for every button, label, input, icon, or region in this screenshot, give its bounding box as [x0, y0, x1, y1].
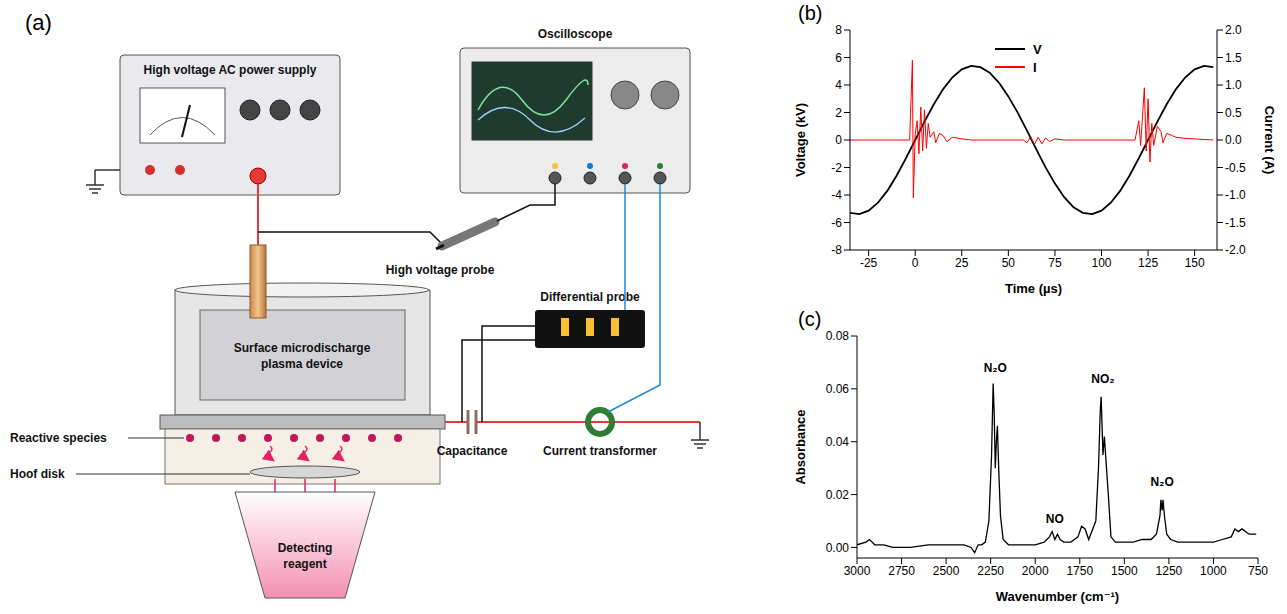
svg-text:0.04: 0.04	[826, 435, 850, 449]
svg-text:100: 100	[1091, 256, 1111, 270]
svg-text:0.08: 0.08	[826, 329, 850, 343]
svg-text:High voltage probe: High voltage probe	[386, 263, 495, 277]
svg-text:-6: -6	[831, 216, 842, 230]
svg-text:1.0: 1.0	[1225, 78, 1242, 92]
svg-text:1.5: 1.5	[1225, 51, 1242, 65]
svg-text:(a): (a)	[25, 10, 52, 35]
svg-text:0: 0	[835, 133, 842, 147]
svg-text:6: 6	[835, 51, 842, 65]
svg-text:-1.5: -1.5	[1225, 216, 1246, 230]
svg-text:1000: 1000	[1200, 564, 1227, 578]
svg-text:25: 25	[955, 256, 969, 270]
svg-text:0: 0	[912, 256, 919, 270]
html-text:(b): (b)	[798, 2, 823, 24]
svg-text:2000: 2000	[1022, 564, 1049, 578]
svg-text:-2: -2	[831, 161, 842, 175]
svg-text:NO: NO	[1046, 512, 1064, 526]
svg-text:High voltage AC power supply: High voltage AC power supply	[144, 63, 317, 77]
svg-text:8: 8	[835, 23, 842, 37]
svg-text:Differential probe: Differential probe	[540, 290, 640, 304]
svg-text:2250: 2250	[977, 564, 1004, 578]
svg-text:reagent: reagent	[283, 557, 326, 571]
svg-text:Voltage (kV): Voltage (kV)	[793, 103, 808, 177]
svg-text:3000: 3000	[844, 564, 871, 578]
svg-text:2500: 2500	[933, 564, 960, 578]
svg-text:0.06: 0.06	[826, 382, 850, 396]
svg-text:-8: -8	[831, 243, 842, 257]
svg-text:-4: -4	[831, 188, 842, 202]
svg-text:1750: 1750	[1066, 564, 1093, 578]
svg-text:Absorbance: Absorbance	[793, 409, 808, 484]
svg-text:2.0: 2.0	[1225, 23, 1242, 37]
svg-text:Current (A): Current (A)	[1262, 106, 1277, 175]
svg-text:-2.0: -2.0	[1225, 243, 1246, 257]
svg-text:-0.5: -0.5	[1225, 161, 1246, 175]
svg-text:Detecting: Detecting	[278, 541, 333, 555]
svg-text:125: 125	[1138, 256, 1158, 270]
svg-text:Wavenumber (cm⁻¹): Wavenumber (cm⁻¹)	[996, 589, 1119, 604]
svg-text:150: 150	[1185, 256, 1205, 270]
svg-text:Hoof disk: Hoof disk	[10, 467, 65, 481]
svg-text:50: 50	[1002, 256, 1016, 270]
svg-text:2: 2	[835, 106, 842, 120]
html-text:I: I	[1033, 59, 1037, 75]
svg-text:-1.0: -1.0	[1225, 188, 1246, 202]
svg-text:NO₂: NO₂	[1091, 372, 1114, 386]
svg-text:Oscilloscope: Oscilloscope	[538, 27, 613, 41]
svg-text:1250: 1250	[1156, 564, 1183, 578]
svg-text:N₂O: N₂O	[1150, 475, 1173, 489]
html-text:V: V	[1033, 41, 1042, 57]
svg-text:0.02: 0.02	[826, 488, 850, 502]
svg-text:-25: -25	[860, 256, 878, 270]
svg-text:N₂O: N₂O	[984, 361, 1007, 375]
svg-text:0.00: 0.00	[826, 541, 850, 555]
svg-text:Reactive species: Reactive species	[10, 431, 107, 445]
svg-text:plasma device: plasma device	[261, 357, 343, 371]
svg-text:4: 4	[835, 78, 842, 92]
svg-text:2750: 2750	[888, 564, 915, 578]
svg-text:1500: 1500	[1111, 564, 1138, 578]
svg-text:Current transformer: Current transformer	[543, 444, 657, 458]
html-text:(c): (c)	[798, 308, 822, 330]
svg-text:Time (µs): Time (µs)	[1005, 281, 1062, 296]
svg-text:75: 75	[1048, 256, 1062, 270]
svg-text:Capacitance: Capacitance	[437, 444, 508, 458]
svg-text:Surface microdischarge: Surface microdischarge	[234, 341, 371, 355]
svg-text:0.0: 0.0	[1225, 133, 1242, 147]
svg-text:0.5: 0.5	[1225, 106, 1242, 120]
svg-text:750: 750	[1248, 564, 1268, 578]
